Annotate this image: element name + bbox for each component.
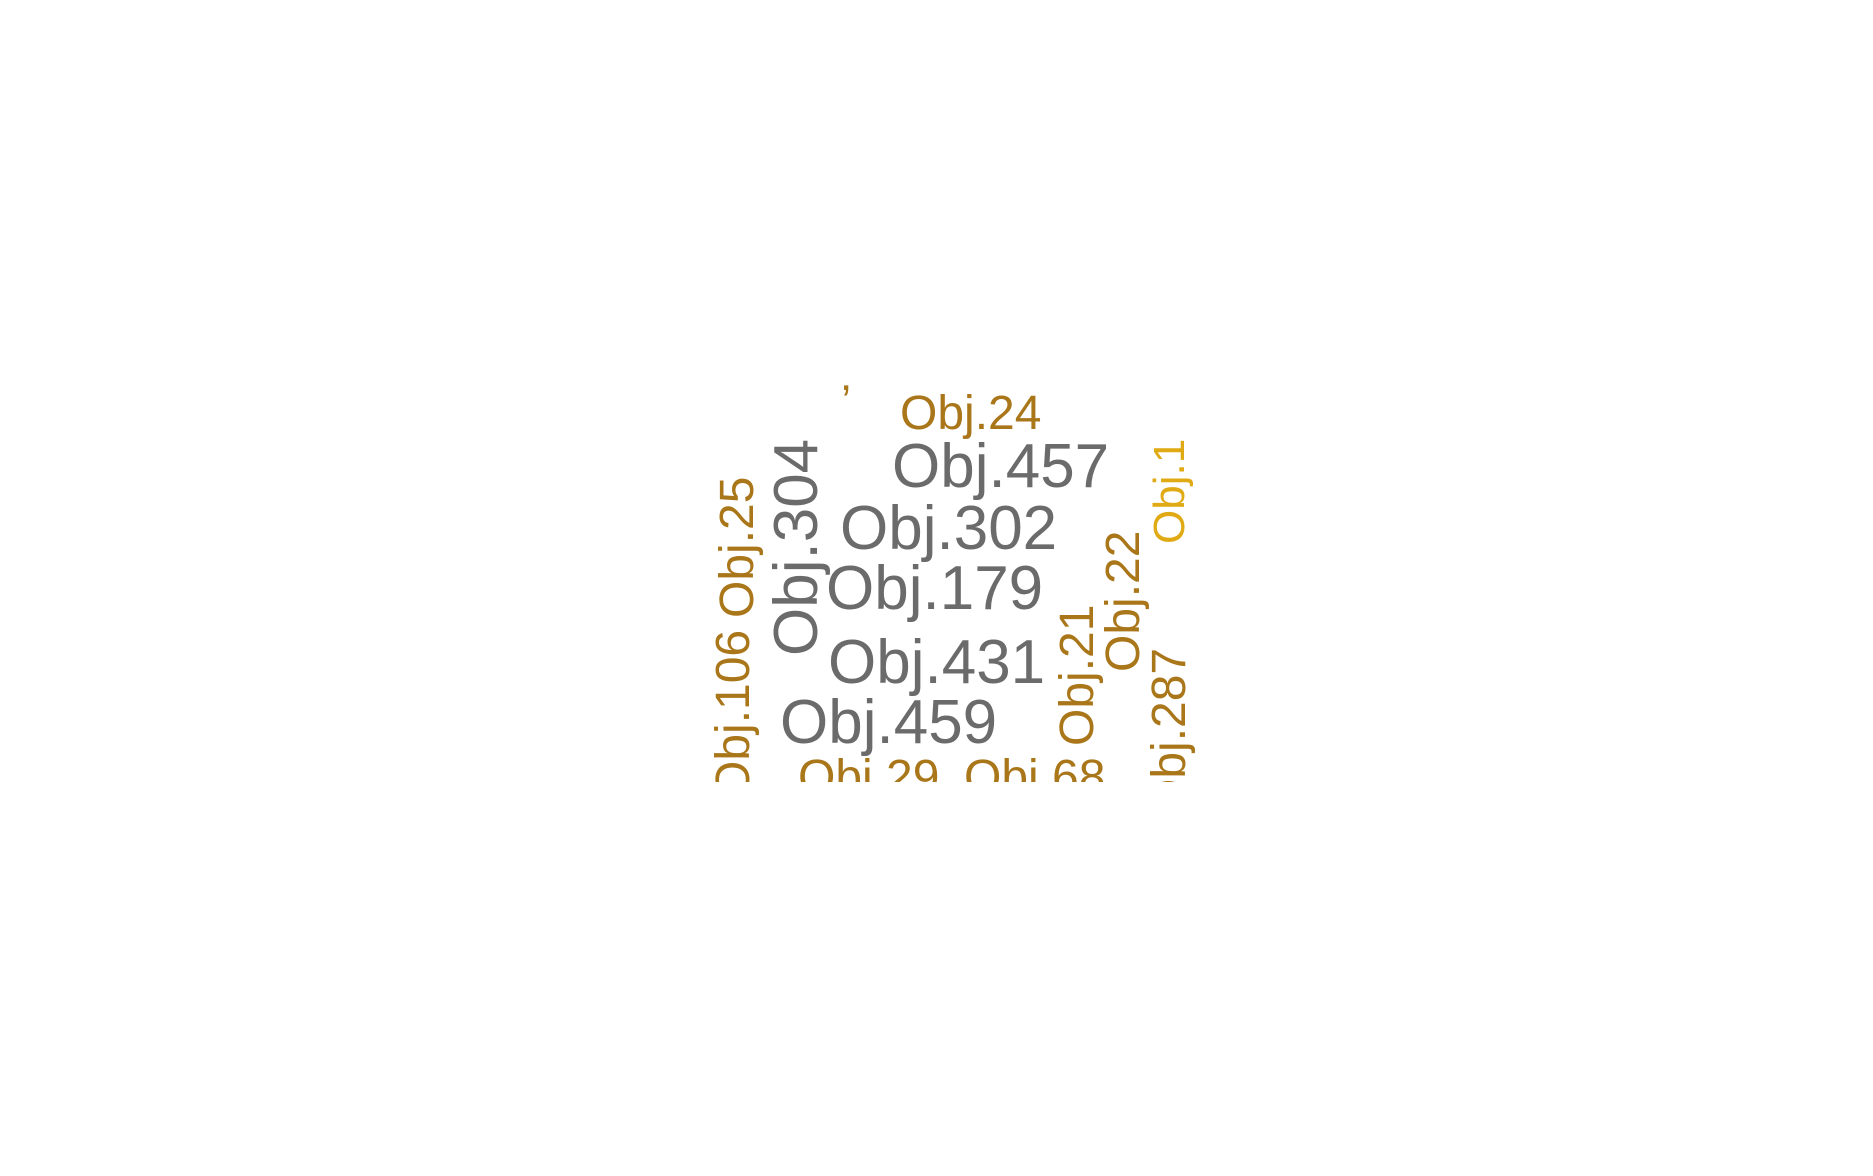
word-obj-68: Obj.68 [964, 751, 1106, 783]
word-obj-21: Obj.21 [1051, 604, 1104, 746]
word-obj-179: Obj.179 [826, 554, 1044, 623]
word-obj-287: Obj.287 [1143, 647, 1196, 782]
word-obj-25: Obj.25 [714, 476, 764, 618]
word-obj-22: Obj.22 [1097, 530, 1150, 672]
word-cloud-viewport: , Obj.24 Obj.457 Obj.302 Obj.179 Obj.431… [714, 384, 1196, 782]
word-obj-302: Obj.302 [840, 494, 1058, 563]
word-fragment-top-left: , [840, 384, 852, 398]
word-obj-106: Obj.106 [714, 629, 760, 782]
word-obj-459: Obj.459 [780, 688, 998, 757]
word-obj-29: Obj.29 [798, 751, 940, 783]
word-obj-431: Obj.431 [828, 628, 1046, 697]
word-obj-304: Obj.304 [762, 438, 831, 656]
word-obj-457: Obj.457 [892, 432, 1110, 501]
word-obj-24: Obj.24 [900, 387, 1042, 440]
word-obj-1: Obj.1 [1145, 438, 1194, 544]
